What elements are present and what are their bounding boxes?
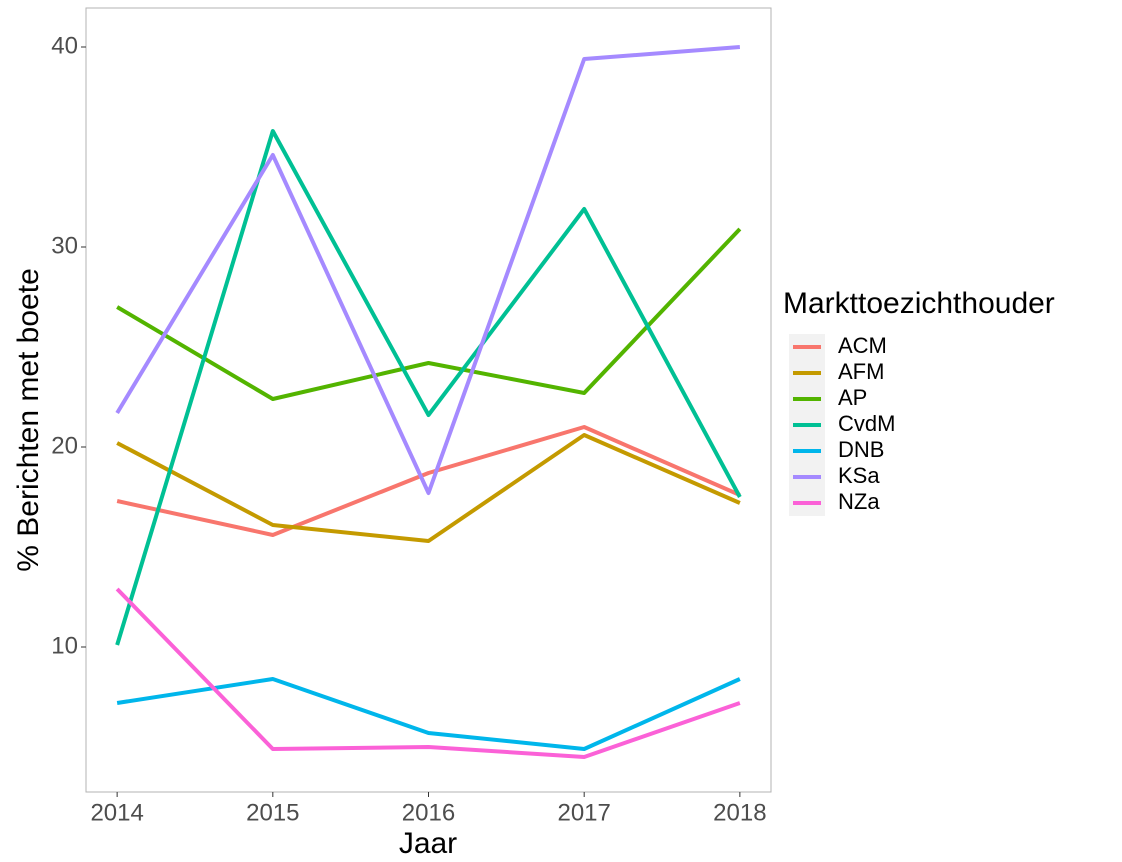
legend-label: DNB [838, 437, 884, 462]
y-tick-label: 40 [51, 32, 78, 59]
legend-label: NZa [838, 489, 880, 514]
series-line [116, 425, 741, 537]
series-line [115, 45, 741, 495]
series-line [116, 227, 742, 401]
legend-label: AP [838, 385, 867, 410]
series-line [115, 587, 741, 759]
x-tick-label: 2015 [246, 799, 299, 826]
legend-label: KSa [838, 463, 880, 488]
legend-label: CvdM [838, 411, 895, 436]
y-tick-label: 10 [51, 632, 78, 659]
y-tick-label: 30 [51, 232, 78, 259]
x-axis-label: Jaar [399, 827, 457, 860]
x-tick-label: 2017 [557, 799, 610, 826]
y-axis-label: % Berichten met boete [12, 268, 45, 572]
series-line [116, 433, 741, 543]
x-tick-label: 2018 [713, 799, 766, 826]
series-line [116, 677, 741, 751]
legend-title: Markttoezichthouder [783, 287, 1055, 320]
y-tick-label: 20 [51, 432, 78, 459]
x-tick-label: 2016 [402, 799, 455, 826]
plot-panel [85, 7, 772, 793]
legend-label: AFM [838, 359, 884, 384]
x-tick-label: 2014 [90, 799, 143, 826]
series-line [115, 129, 742, 646]
legend-label: ACM [838, 333, 887, 358]
